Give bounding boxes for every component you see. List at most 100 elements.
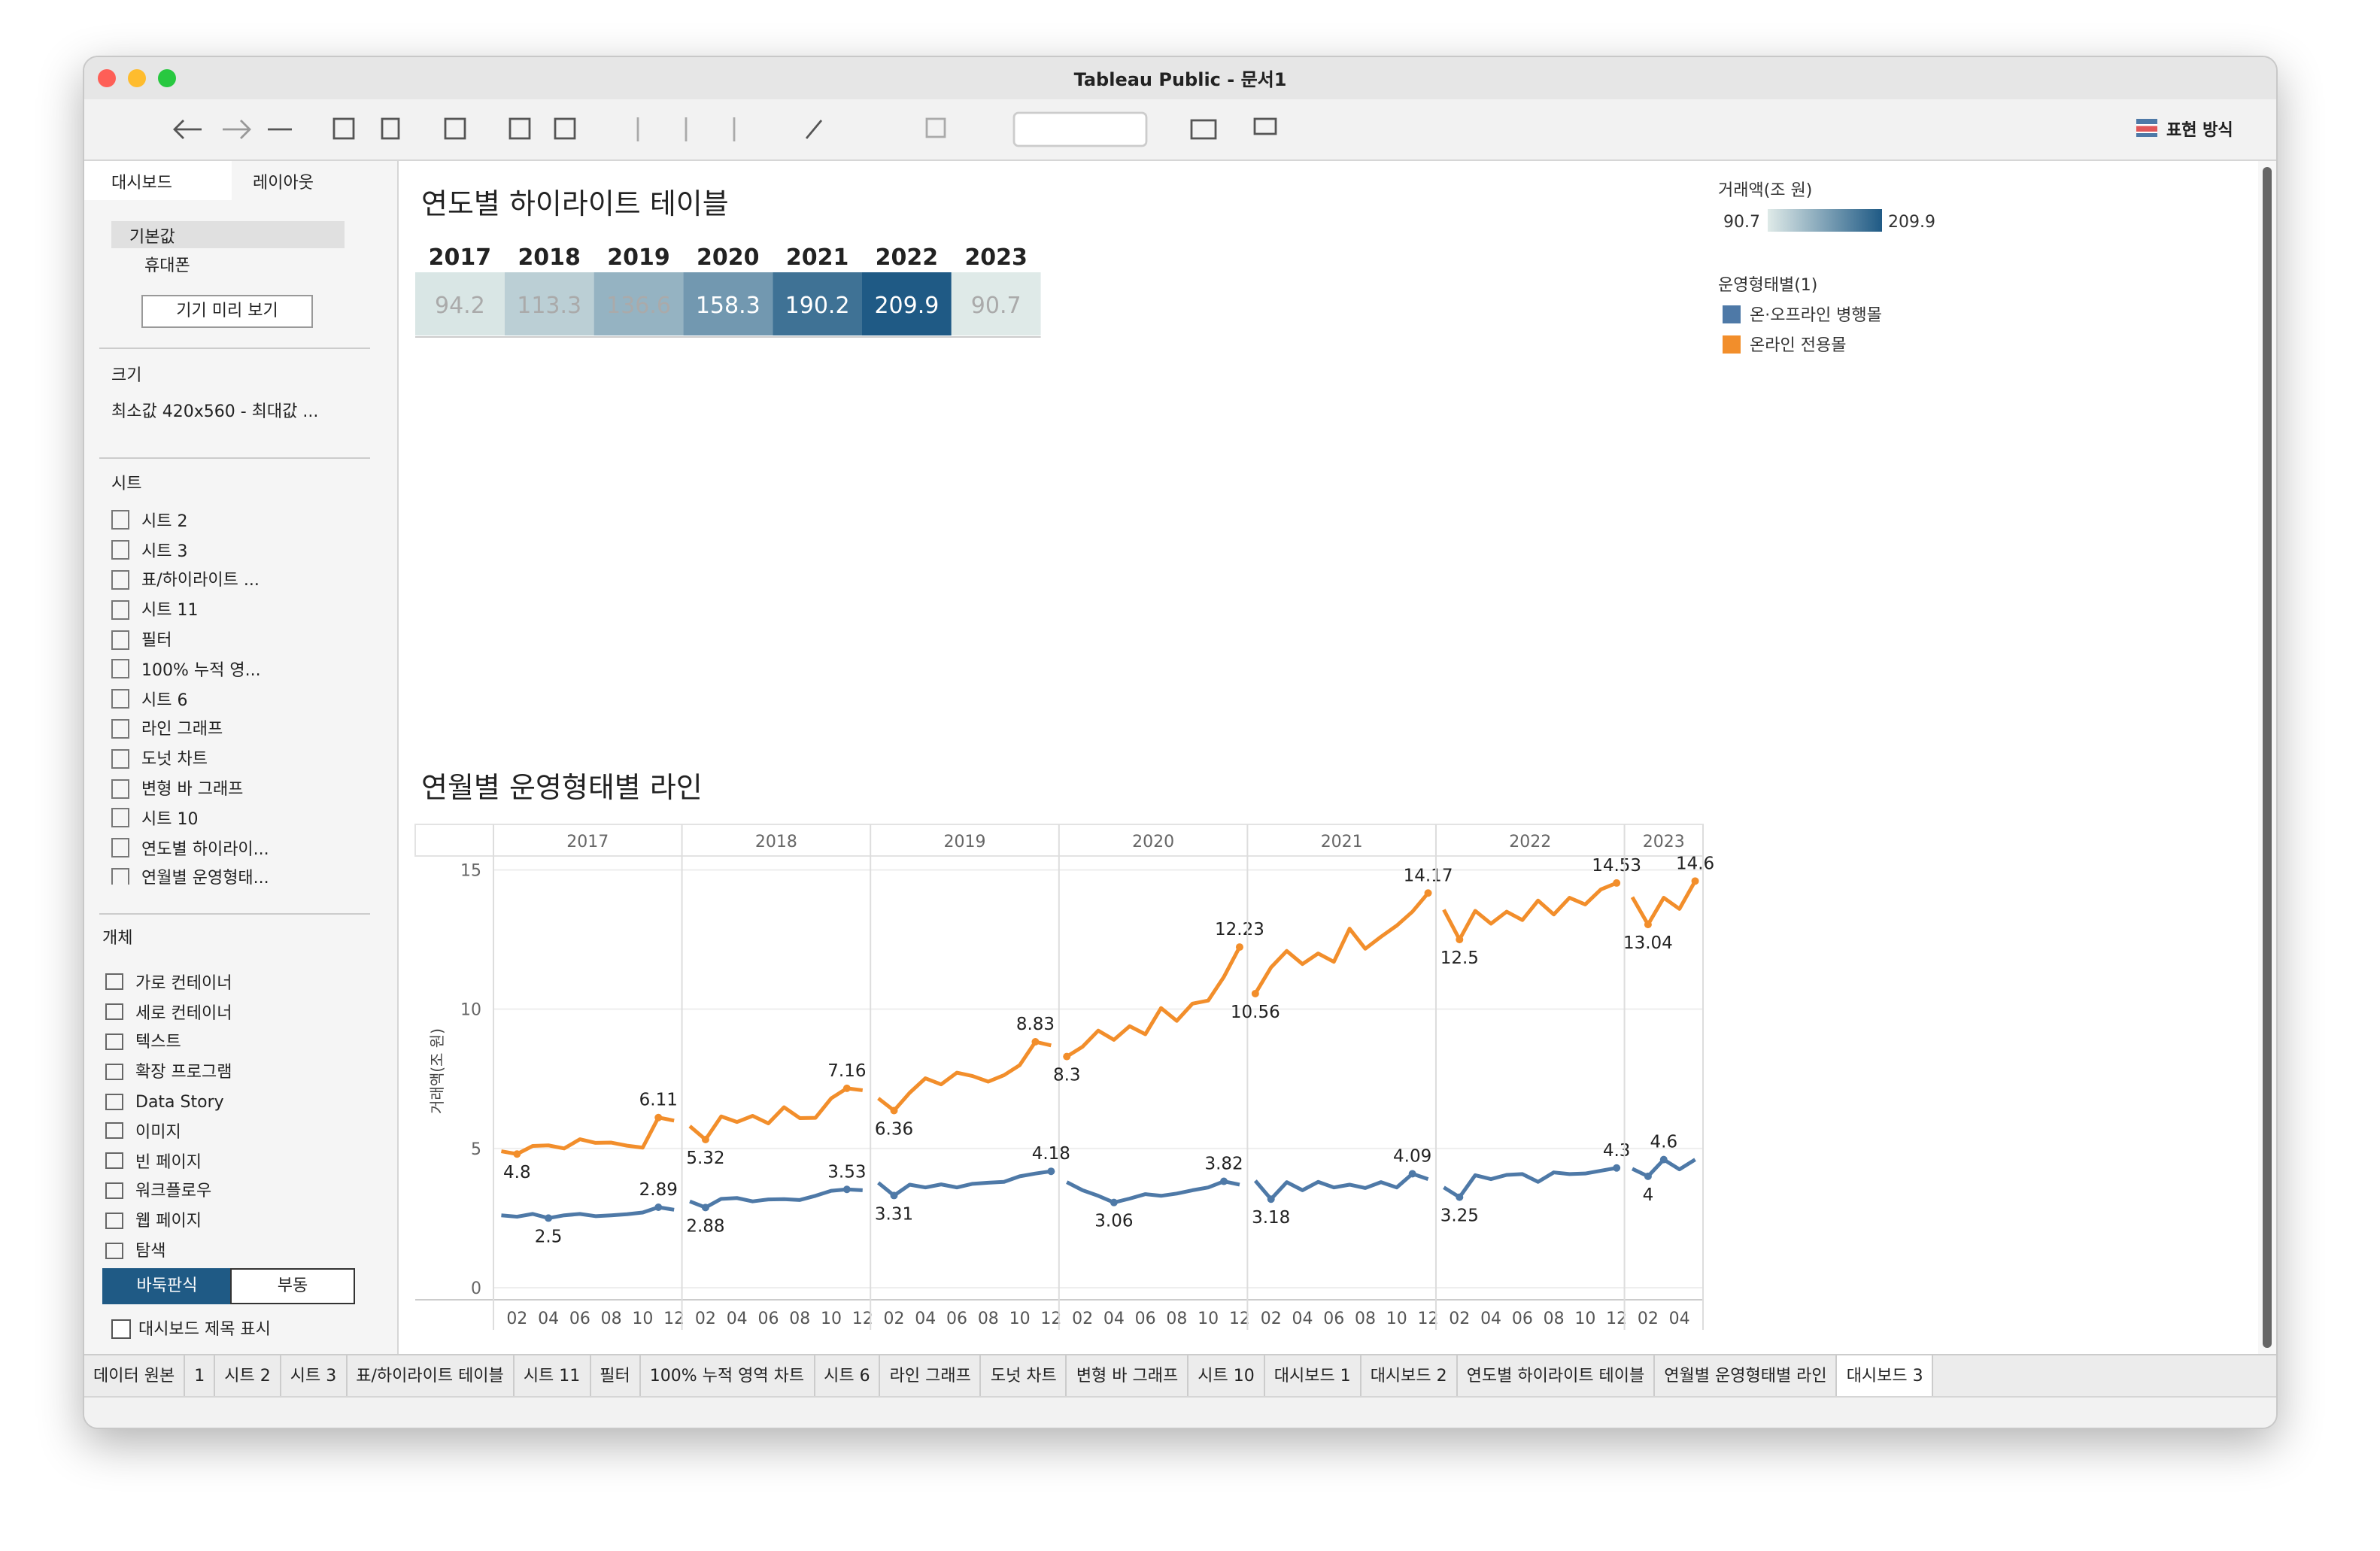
series-line bbox=[1253, 1172, 1429, 1201]
object-item[interactable]: Data Story bbox=[105, 1086, 346, 1116]
x-tick-label: 08 bbox=[978, 1310, 999, 1328]
sheet-tab[interactable]: 시트 11 bbox=[515, 1355, 591, 1398]
point bbox=[1644, 921, 1652, 929]
data-label: 4.09 bbox=[1393, 1147, 1431, 1167]
tab-active bbox=[84, 161, 232, 200]
close-button[interactable] bbox=[98, 69, 116, 87]
sheet-tab[interactable]: 시트 6 bbox=[815, 1355, 881, 1398]
object-item[interactable]: 세로 컨테이너 bbox=[105, 997, 346, 1027]
sheet-item[interactable]: 시트 3 bbox=[111, 536, 367, 566]
sheet-item[interactable]: 라인 그래프 bbox=[111, 714, 367, 744]
x-tick-label: 02 bbox=[1261, 1310, 1282, 1328]
point bbox=[890, 1191, 898, 1200]
sidebar-tab[interactable]: 대시보드 bbox=[111, 173, 172, 193]
sheet-tab[interactable]: 대시보드 3 bbox=[1837, 1355, 1934, 1398]
layout-tiled[interactable]: 바둑판식 bbox=[102, 1268, 232, 1304]
show-me-button[interactable]: 표현 방식 bbox=[2166, 120, 2233, 140]
object-item[interactable]: 빈 페이지 bbox=[105, 1146, 346, 1176]
sheet-name: 변형 바 그래프 bbox=[141, 779, 244, 800]
object-item[interactable]: 웹 페이지 bbox=[105, 1206, 346, 1236]
sheet-item[interactable]: 시트 10 bbox=[111, 803, 367, 833]
x-tick-label: 10 bbox=[821, 1310, 842, 1328]
x-tick-label: 08 bbox=[1355, 1310, 1376, 1328]
object-name: 가로 컨테이너 bbox=[135, 973, 232, 993]
sheet-item[interactable]: 도넛 차트 bbox=[111, 744, 367, 774]
sheet-tab[interactable]: 대시보드 2 bbox=[1362, 1355, 1458, 1398]
sidebar: 대시보드 레이아웃 기본값 휴대폰 기기 미리 보기 크기 최소값 420x56… bbox=[84, 161, 399, 1354]
sheet-item[interactable]: 표/하이라이트 ... bbox=[111, 565, 367, 595]
table-cell bbox=[773, 272, 862, 335]
object-item[interactable]: 가로 컨테이너 bbox=[105, 967, 346, 997]
object-icon bbox=[105, 1093, 123, 1110]
sheet-tab[interactable]: 라인 그래프 bbox=[881, 1355, 982, 1398]
point bbox=[890, 1106, 898, 1115]
point bbox=[545, 1214, 553, 1222]
sheet-tab[interactable]: 시트 3 bbox=[281, 1355, 348, 1398]
object-name: 이미지 bbox=[135, 1122, 181, 1142]
sheet-item[interactable]: 필터 bbox=[111, 624, 367, 654]
object-item[interactable]: 이미지 bbox=[105, 1116, 346, 1146]
sheet-tab[interactable]: 대시보드 1 bbox=[1265, 1355, 1362, 1398]
table-cell bbox=[593, 272, 684, 335]
sheet-tab[interactable]: 1 bbox=[185, 1355, 216, 1398]
cell-value: 158.3 bbox=[696, 293, 760, 319]
object-icon bbox=[105, 1182, 123, 1199]
sheet-item[interactable]: 변형 바 그래프 bbox=[111, 773, 367, 803]
legend-min: 90.7 bbox=[1723, 213, 1760, 232]
data-label: 3.25 bbox=[1440, 1207, 1479, 1226]
minimize-button[interactable] bbox=[128, 69, 146, 87]
size-dropdown[interactable]: 최소값 420x560 - 최대값 ... bbox=[111, 402, 319, 421]
column-header: 2021 bbox=[786, 244, 849, 271]
color-ramp bbox=[1768, 209, 1882, 232]
data-label: 3.82 bbox=[1204, 1155, 1243, 1174]
point bbox=[1063, 1052, 1071, 1061]
sheet-name: 시트 3 bbox=[141, 541, 188, 561]
y-tick-label: 5 bbox=[471, 1140, 481, 1159]
layout-floating[interactable]: 부동 bbox=[230, 1268, 355, 1304]
title-bar: Tableau Public - 문서1 bbox=[84, 57, 2276, 101]
sheet-tab[interactable]: 도넛 차트 bbox=[982, 1355, 1067, 1398]
divider bbox=[99, 913, 370, 915]
sheet-tab[interactable]: 연도별 하이라이트 테이블 bbox=[1458, 1355, 1656, 1398]
show-me-icon[interactable] bbox=[2136, 119, 2157, 137]
sheet-tab[interactable]: 시트 10 bbox=[1188, 1355, 1265, 1398]
sheet-item[interactable]: 시트 6 bbox=[111, 684, 367, 715]
column-header: 2023 bbox=[964, 244, 1028, 271]
object-item[interactable]: 워크플로우 bbox=[105, 1176, 346, 1206]
sheet-tab[interactable]: 필터 bbox=[590, 1355, 641, 1398]
point bbox=[701, 1203, 709, 1212]
sheet-name: 연월별 운영형태... bbox=[141, 868, 269, 885]
object-item[interactable]: 탐색 bbox=[105, 1235, 346, 1265]
zoom-button[interactable] bbox=[158, 69, 176, 87]
sheet-item[interactable]: 시트 2 bbox=[111, 505, 367, 536]
sidebar-tab[interactable]: 레이아웃 bbox=[253, 173, 314, 193]
legend-label: 온·오프라인 병행몰 bbox=[1750, 306, 1882, 325]
x-tick-label: 06 bbox=[946, 1310, 967, 1328]
sheet-item[interactable]: 연도별 하이라이... bbox=[111, 833, 367, 864]
sheet-tab[interactable]: 100% 누적 영역 차트 bbox=[641, 1355, 815, 1398]
sheet-tab[interactable]: 표/하이라이트 테이블 bbox=[347, 1355, 515, 1398]
device-option[interactable]: 휴대폰 bbox=[144, 256, 190, 275]
x-tick-label: 06 bbox=[569, 1310, 590, 1328]
column-header: 2020 bbox=[697, 244, 760, 271]
object-item[interactable]: 확장 프로그램 bbox=[105, 1057, 346, 1087]
checkbox[interactable] bbox=[111, 1319, 131, 1339]
status-bar bbox=[84, 1396, 2276, 1428]
point bbox=[1644, 1172, 1652, 1180]
sheet-tab[interactable]: 시트 2 bbox=[215, 1355, 281, 1398]
object-item[interactable]: 텍스트 bbox=[105, 1027, 346, 1057]
y-axis-label: 거래액(조 원) bbox=[428, 1028, 446, 1114]
point bbox=[513, 1150, 521, 1158]
scroll-thumb[interactable] bbox=[2263, 167, 2272, 1348]
x-tick-label: 12 bbox=[1606, 1310, 1627, 1328]
x-tick-label: 08 bbox=[1544, 1310, 1565, 1328]
sheet-item[interactable]: 시트 11 bbox=[111, 595, 367, 625]
sheet-tab[interactable]: 변형 바 그래프 bbox=[1067, 1355, 1189, 1398]
sheet-item[interactable]: 연월별 운영형태... bbox=[111, 863, 367, 885]
device-option[interactable]: 기본값 bbox=[129, 227, 175, 247]
sheet-tab[interactable]: 데이터 원본 bbox=[84, 1355, 186, 1398]
sheet-item[interactable]: 100% 누적 영... bbox=[111, 654, 367, 684]
sheet-tab[interactable]: 연월별 운영형태별 라인 bbox=[1655, 1355, 1838, 1398]
preview-button[interactable]: 기기 미리 보기 bbox=[141, 295, 313, 328]
